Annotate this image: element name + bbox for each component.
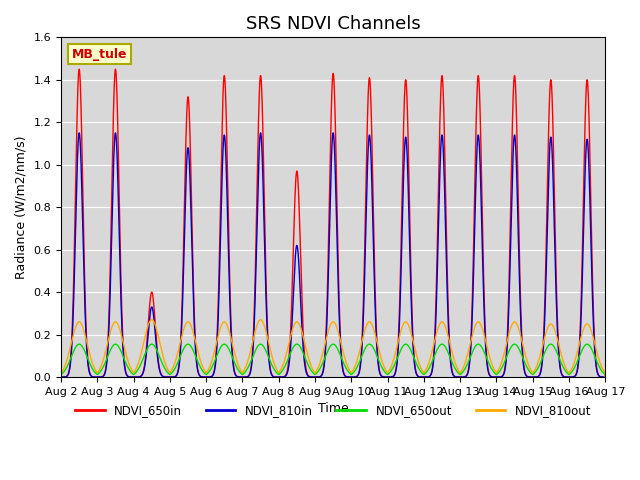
- Line: NDVI_650out: NDVI_650out: [61, 344, 605, 377]
- NDVI_810out: [148, 317, 156, 323]
- NDVI_810out: [177, 339, 184, 345]
- NDVI_810in: [74, 136, 82, 142]
- Title: SRS NDVI Channels: SRS NDVI Channels: [246, 15, 420, 33]
- Line: NDVI_810out: NDVI_810out: [61, 320, 605, 377]
- NDVI_650out: [116, 347, 124, 353]
- NDVI_810in: [116, 276, 124, 282]
- NDVI_810in: [57, 374, 65, 380]
- NDVI_650in: [345, 374, 353, 380]
- NDVI_650in: [188, 207, 196, 213]
- NDVI_810out: [74, 319, 82, 325]
- NDVI_810out: [116, 328, 124, 334]
- NDVI_810out: [345, 366, 353, 372]
- NDVI_810out: [529, 370, 537, 376]
- NDVI_650out: [188, 345, 196, 350]
- Line: NDVI_650in: NDVI_650in: [61, 69, 605, 377]
- NDVI_650out: [529, 372, 537, 377]
- NDVI_650in: [602, 374, 609, 380]
- NDVI_810in: [602, 374, 609, 380]
- NDVI_810in: [188, 237, 196, 243]
- Text: MB_tule: MB_tule: [72, 48, 127, 60]
- NDVI_650out: [177, 353, 184, 359]
- NDVI_650out: [57, 372, 65, 377]
- NDVI_650in: [177, 343, 184, 348]
- NDVI_810in: [345, 374, 353, 380]
- NDVI_810in: [529, 374, 537, 380]
- NDVI_650out: [76, 341, 83, 347]
- NDVI_650in: [76, 66, 83, 72]
- Line: NDVI_810in: NDVI_810in: [61, 133, 605, 377]
- NDVI_650in: [529, 374, 537, 380]
- NDVI_650in: [74, 74, 82, 80]
- NDVI_650in: [57, 374, 65, 380]
- NDVI_810out: [602, 374, 609, 380]
- Y-axis label: Radiance (W/m2/nm/s): Radiance (W/m2/nm/s): [15, 135, 28, 279]
- NDVI_810in: [76, 130, 83, 136]
- NDVI_650out: [74, 341, 82, 347]
- X-axis label: Time: Time: [318, 402, 349, 415]
- NDVI_650out: [345, 370, 353, 375]
- NDVI_810out: [188, 324, 196, 330]
- NDVI_810in: [177, 348, 184, 354]
- NDVI_650in: [116, 251, 124, 256]
- Legend: NDVI_650in, NDVI_810in, NDVI_650out, NDVI_810out: NDVI_650in, NDVI_810in, NDVI_650out, NDV…: [70, 400, 596, 422]
- NDVI_810out: [57, 370, 65, 376]
- NDVI_650out: [602, 374, 609, 380]
